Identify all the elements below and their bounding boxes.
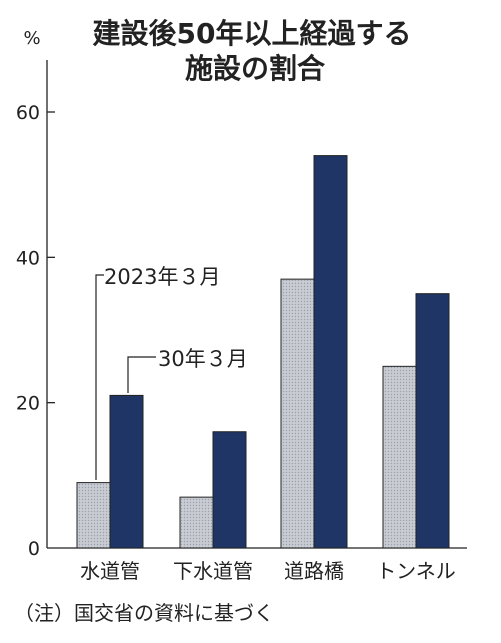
bar-2023-2 [280, 278, 315, 549]
y-tick-label: 20 [16, 393, 40, 415]
x-category-label: 下水道管 [173, 559, 253, 583]
y-tick-label: 40 [16, 247, 40, 269]
legend-leader-2023 [95, 274, 104, 480]
y-tick-label: 0 [28, 538, 40, 560]
y-tick-label: 60 [16, 102, 40, 124]
bar-2023-0 [76, 482, 111, 549]
bar-2023-3 [382, 365, 417, 549]
legend-leader-2030 [127, 356, 156, 393]
bar-2030-2 [313, 155, 348, 549]
footnote: （注）国交省の資料に基づく [14, 601, 274, 625]
x-category-label: 水道管 [80, 559, 140, 583]
legend-label-2030: 30年３月 [158, 347, 248, 371]
bar-2023-1 [179, 496, 214, 549]
bar-2030-3 [415, 293, 450, 549]
x-category-label: トンネル [376, 559, 456, 583]
chart-title-line1: 建設後50年以上経過する [93, 17, 412, 50]
y-axis-ticks: 0 20 40 60 [16, 102, 55, 560]
bar-2030-1 [212, 431, 247, 549]
chart-title-line2: 施設の割合 [185, 52, 326, 85]
bar-2030-0 [109, 394, 144, 549]
y-axis-unit-label: % [23, 28, 40, 49]
x-category-label: 道路橋 [284, 559, 344, 583]
legend-label-2023: 2023年３月 [104, 265, 220, 289]
x-axis-labels: 水道管 下水道管 道路橋 トンネル [80, 559, 456, 583]
bars [76, 155, 450, 549]
